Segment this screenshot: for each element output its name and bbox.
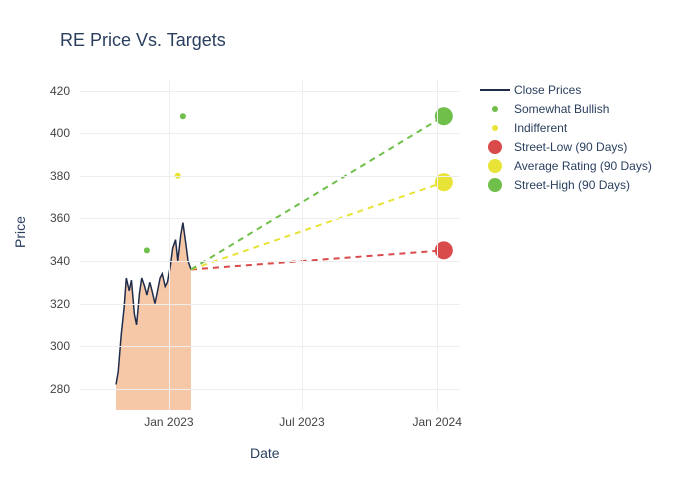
legend-swatch [480, 159, 510, 173]
legend: Close Prices Somewhat Bullish Indifferent S… [480, 80, 652, 194]
y-axis-label: Price [12, 216, 28, 248]
legend-label: Indifferent [514, 121, 567, 135]
somewhat-bullish-dot [180, 113, 186, 119]
legend-item: Street-High (90 Days) [480, 175, 652, 194]
gridline-h [80, 91, 460, 92]
legend-item: Street-Low (90 Days) [480, 137, 652, 156]
street-low-line [191, 250, 444, 269]
legend-swatch [480, 83, 510, 97]
legend-swatch [480, 178, 510, 192]
plot-svg [80, 80, 460, 410]
gridline-h [80, 261, 460, 262]
x-tick: Jan 2024 [413, 415, 462, 429]
gridline-h [80, 346, 460, 347]
somewhat-bullish-dot [144, 247, 150, 253]
street-high-line [191, 116, 444, 269]
legend-label: Somewhat Bullish [514, 102, 609, 116]
gridline-h [80, 176, 460, 177]
y-tick: 280 [30, 382, 70, 396]
x-axis-label: Date [250, 445, 280, 461]
price-targets-chart: RE Price Vs. Targets Price Date 28030032… [0, 0, 700, 500]
y-tick: 420 [30, 84, 70, 98]
y-tick: 380 [30, 169, 70, 183]
legend-swatch [480, 121, 510, 135]
y-tick: 320 [30, 297, 70, 311]
y-tick: 400 [30, 126, 70, 140]
legend-item: Close Prices [480, 80, 652, 99]
legend-swatch [480, 140, 510, 154]
gridline-v [302, 80, 303, 410]
legend-label: Street-High (90 Days) [514, 178, 630, 192]
legend-label: Close Prices [514, 83, 581, 97]
y-tick: 340 [30, 254, 70, 268]
x-tick: Jan 2023 [144, 415, 193, 429]
gridline-v [169, 80, 170, 410]
gridline-h [80, 389, 460, 390]
legend-swatch [480, 102, 510, 116]
gridline-h [80, 218, 460, 219]
plot-area: 280300320340360380400420Jan 2023Jul 2023… [80, 80, 460, 410]
x-tick: Jul 2023 [279, 415, 324, 429]
legend-item: Indifferent [480, 118, 652, 137]
legend-item: Average Rating (90 Days) [480, 156, 652, 175]
legend-label: Average Rating (90 Days) [514, 159, 652, 173]
y-tick: 300 [30, 339, 70, 353]
legend-item: Somewhat Bullish [480, 99, 652, 118]
average-rating-line [191, 182, 444, 269]
chart-title: RE Price Vs. Targets [60, 30, 226, 51]
y-tick: 360 [30, 211, 70, 225]
legend-label: Street-Low (90 Days) [514, 140, 627, 154]
gridline-h [80, 304, 460, 305]
gridline-v [437, 80, 438, 410]
close-prices-area [116, 223, 191, 410]
gridline-h [80, 133, 460, 134]
